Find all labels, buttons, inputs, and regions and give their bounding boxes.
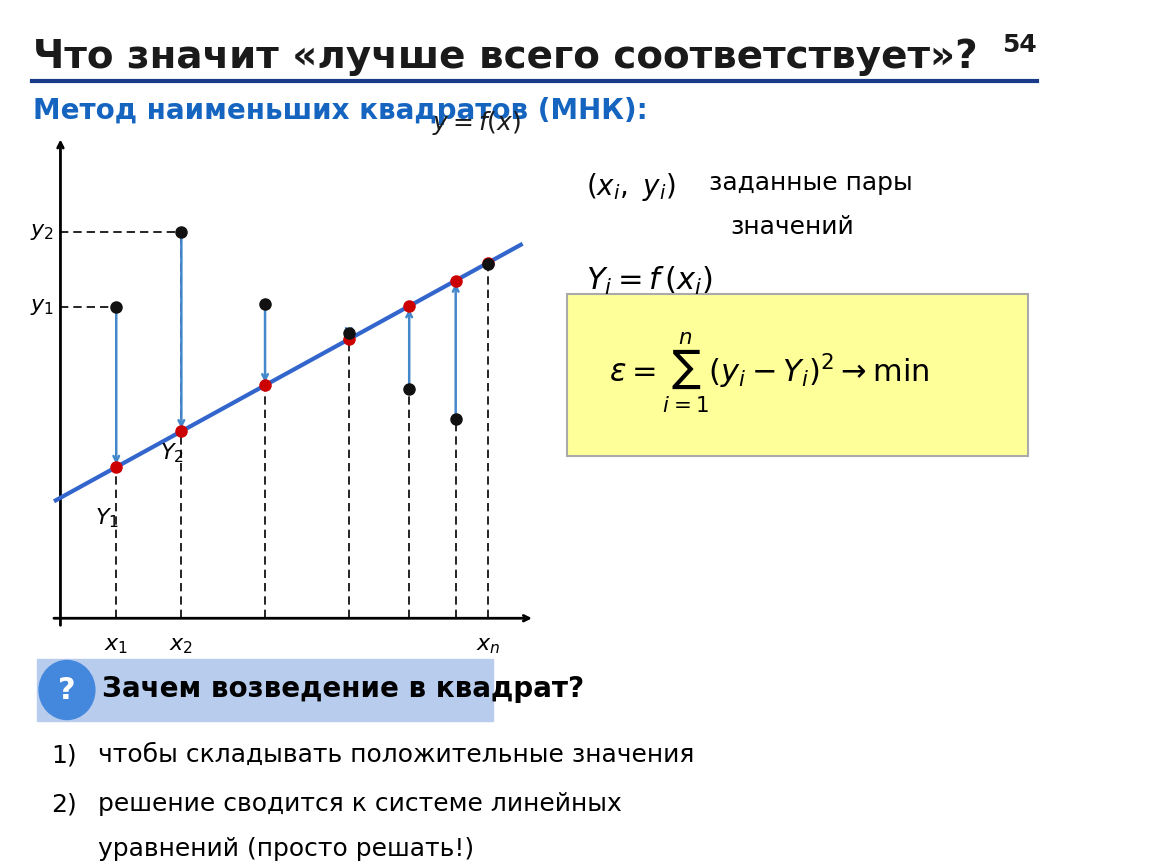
- Text: $y_1$: $y_1$: [30, 296, 54, 317]
- Text: значений: значений: [730, 215, 853, 239]
- Text: $(x_i,\ y_i)$: $(x_i,\ y_i)$: [585, 171, 675, 203]
- Text: 1): 1): [51, 743, 77, 767]
- FancyBboxPatch shape: [567, 294, 1028, 456]
- Text: $\varepsilon = \sum_{i=1}^{n}(y_i - Y_i)^2 \rightarrow \min$: $\varepsilon = \sum_{i=1}^{n}(y_i - Y_i)…: [610, 330, 929, 415]
- Text: ?: ?: [59, 676, 76, 704]
- Text: чтобы складывать положительные значения: чтобы складывать положительные значения: [98, 743, 695, 767]
- Text: Метод наименьших квадратов (МНК):: Метод наименьших квадратов (МНК):: [32, 98, 647, 125]
- Text: $Y_1$: $Y_1$: [95, 506, 118, 530]
- Circle shape: [39, 660, 94, 720]
- Text: $x_1$: $x_1$: [105, 636, 129, 656]
- Text: уравнений (просто решать!): уравнений (просто решать!): [98, 837, 474, 861]
- Text: решение сводится к системе линейных: решение сводится к системе линейных: [98, 792, 621, 816]
- Text: $Y_2$: $Y_2$: [160, 442, 184, 465]
- Text: $x_n$: $x_n$: [476, 636, 500, 656]
- Text: $x_2$: $x_2$: [169, 636, 193, 656]
- Text: 2): 2): [51, 792, 77, 816]
- Text: Зачем возведение в квадрат?: Зачем возведение в квадрат?: [102, 675, 584, 703]
- Text: заданные пары: заданные пары: [692, 171, 913, 195]
- Text: $y_2$: $y_2$: [30, 222, 54, 242]
- Text: $y = f(x)$: $y = f(x)$: [432, 109, 522, 137]
- Text: $Y_i = f\,(x_i)$: $Y_i = f\,(x_i)$: [585, 264, 713, 296]
- FancyBboxPatch shape: [37, 658, 493, 721]
- Text: 54: 54: [1002, 34, 1037, 57]
- Text: Что значит «лучше всего соответствует»?: Что значит «лучше всего соответствует»?: [32, 38, 978, 76]
